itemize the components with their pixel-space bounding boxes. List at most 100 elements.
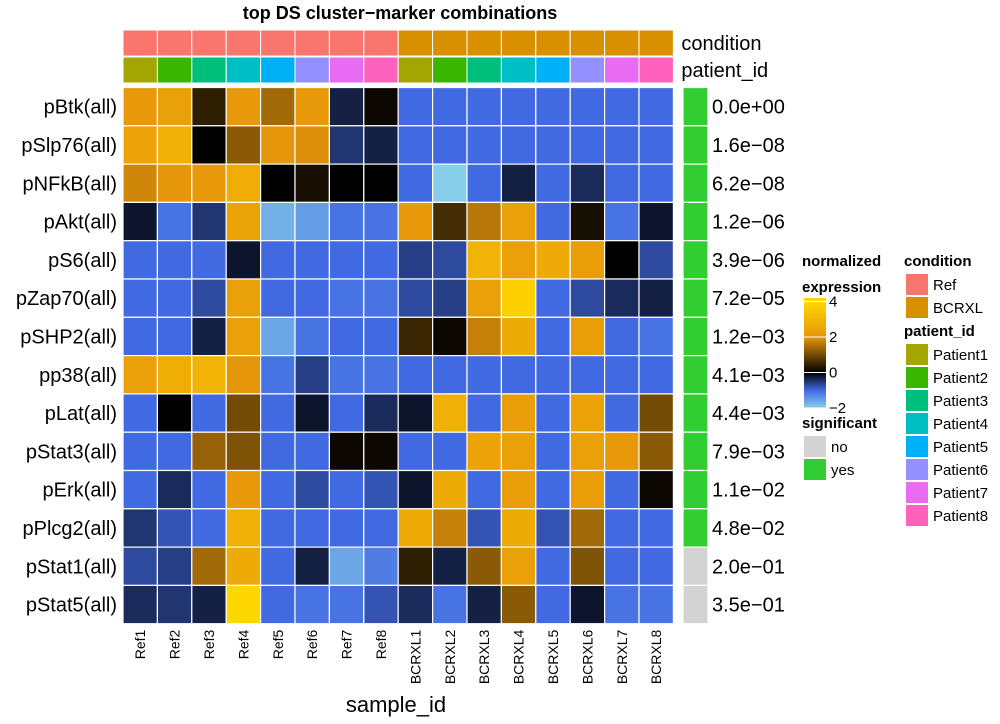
expression-legend-title: normalized [802,253,881,270]
heatmap-cell [363,393,399,433]
heatmap-cell [328,431,365,472]
adj-p-value-label: 7.9e−03 [712,441,785,463]
adj-p-value-label: 3.9e−06 [712,250,785,272]
patient-id-legend-swatch [906,459,928,480]
heatmap-cell [638,316,675,357]
heatmap-cell [191,125,227,165]
heatmap-cell [500,125,537,165]
heatmap-cell [397,469,434,510]
heatmap-cell [569,125,606,165]
heatmap-cell [603,86,640,127]
heatmap-cell [638,240,675,280]
patient-annotation-cell [156,56,193,84]
heatmap-cell [397,431,434,472]
heatmap-cell [535,86,571,127]
heatmap-cell [638,278,675,318]
heatmap-cell [122,125,159,165]
heatmap-cell [156,278,193,318]
chart-title: top DS cluster−marker combinations [243,3,558,23]
heatmap-cell [432,163,468,204]
heatmap-cell [328,240,365,280]
heatmap-cell [328,355,365,395]
heatmap-cell [500,240,537,280]
row-label: pS6(all) [48,250,117,272]
row-label: pLat(all) [45,403,117,425]
heatmap-cell [432,431,468,472]
patient-id-legend-swatch [906,482,928,503]
significance-cell [682,163,709,204]
heatmap-cell [122,355,159,395]
heatmap-cell [466,431,503,472]
heatmap-cell [638,508,675,548]
heatmap-cell [122,584,159,625]
heatmap-cell [603,546,640,586]
heatmap-cell [294,431,331,472]
heatmap-cell [397,240,434,280]
adj-p-value-label: 1.2e−03 [712,326,785,348]
heatmap-cell [294,584,331,625]
heatmap-cell [397,201,434,242]
column-label: BCRXL1 [407,629,423,684]
heatmap-cell [569,431,606,472]
condition-annotation-cell [156,29,193,57]
heatmap-cell [466,86,503,127]
heatmap-cell [397,316,434,357]
colorbar-tick-label: 0 [829,365,837,382]
patient-id-legend-label: Patient2 [933,370,988,387]
column-label: BCRXL5 [545,629,561,684]
heatmap-cell [363,584,399,625]
heatmap-cell [294,163,331,204]
column-label: Ref6 [304,629,320,659]
heatmap-cell [122,240,159,280]
heatmap-cell [363,469,399,510]
expression-legend-title-2: expression [802,279,881,296]
heatmap-cell [569,584,606,625]
heatmap-cell [328,125,365,165]
row-label: pp38(all) [39,365,117,387]
heatmap-cell [225,393,262,433]
heatmap-cell [225,584,262,625]
heatmap-cell [466,163,503,204]
heatmap-cell [535,508,571,548]
adj-p-value-label: 4.8e−02 [712,518,785,540]
heatmap-cell [397,163,434,204]
row-label: pSHP2(all) [20,326,117,348]
significance-cell [682,240,709,280]
patient-annotation-cell [500,56,537,84]
significance-cell [682,393,709,433]
heatmap-cell [466,393,503,433]
heatmap-cell [328,86,365,127]
heatmap-cell [466,469,503,510]
significance-column [682,86,709,625]
heatmap-cell [397,546,434,586]
heatmap-cell [363,240,399,280]
row-label: pStat3(all) [26,441,117,463]
heatmap-cell [432,125,468,165]
heatmap-cell [225,508,262,548]
heatmap-cell [294,125,331,165]
adj-p-value-label: 1.2e−06 [712,212,785,234]
significant-legend-label: no [831,439,848,456]
row-label: pStat5(all) [26,595,117,617]
heatmap-cell [156,584,193,625]
heatmap-cell [191,469,227,510]
column-label: BCRXL8 [648,629,664,684]
heatmap-cell [156,86,193,127]
heatmap-cell [260,201,296,242]
patient-annotation-cell [638,56,674,84]
heatmap-cell [363,201,399,242]
significance-cell [682,316,709,357]
heatmap-cell [535,125,571,165]
row-label: pZap70(all) [16,288,117,310]
column-labels: Ref1 Ref2 Ref3 Ref4 Ref5 Ref6 Ref7 Ref8 BCRXL1 BC… [132,629,664,684]
heatmap-cell [294,201,331,242]
significant-legend-swatch [804,459,826,480]
heatmap-cell [569,163,606,204]
adj-p-value-label: 1.1e−02 [712,480,785,502]
heatmap-cell [603,316,640,357]
heatmap-cell [294,355,331,395]
expression-colorbar [804,298,826,408]
heatmap-cell [638,584,675,625]
heatmap-cell [260,278,296,318]
column-label: Ref4 [235,629,251,659]
